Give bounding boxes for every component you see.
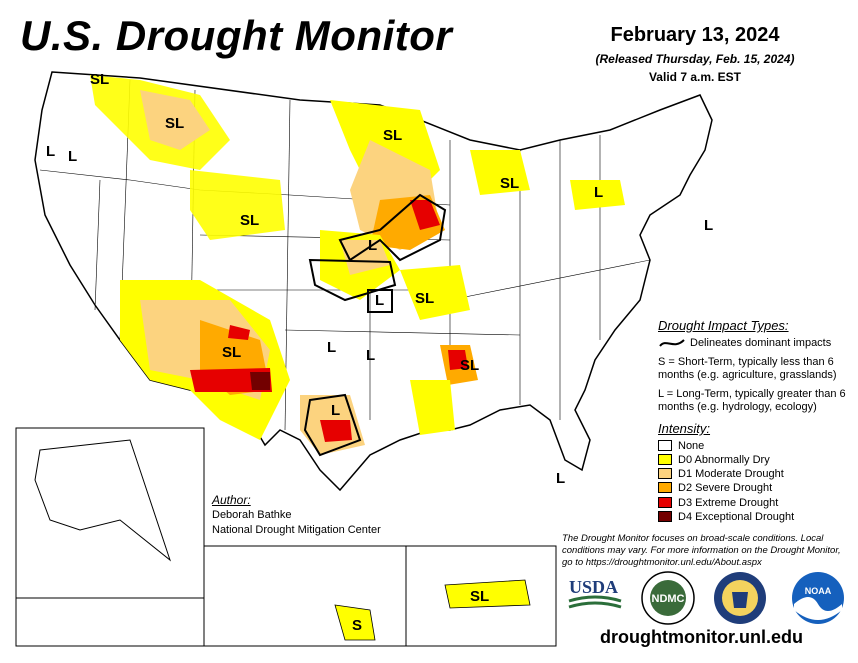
alaska-outline: [34, 439, 172, 562]
map-label-sl: SL: [383, 127, 402, 144]
map-label-l: L: [594, 184, 603, 201]
map-label-sl: SL: [415, 290, 434, 307]
big-island: [334, 604, 376, 641]
map-label-l: L: [366, 347, 375, 364]
aleutian-inset: [15, 597, 205, 647]
map-label-l: L: [556, 470, 565, 487]
swatch-d1: [658, 468, 672, 479]
impact-outlines: [303, 193, 447, 457]
legend-d4: D4 Exceptional Drought: [658, 510, 794, 523]
legend-d3: D3 Extreme Drought: [658, 496, 778, 509]
swatch-none: [658, 440, 672, 451]
impact-short-term: S = Short-Term, typically less than 6 mo…: [658, 356, 837, 381]
usda-logo: USDA: [568, 577, 622, 609]
commerce-logo: [714, 572, 766, 624]
svg-text:NOAA: NOAA: [805, 586, 832, 596]
puerto-rico-outline: [444, 579, 531, 609]
author-org: National Drought Mitigation Center: [212, 524, 381, 536]
map-label-s: S: [352, 617, 362, 634]
disclaimer-text: The Drought Monitor focuses on broad-sca…: [562, 533, 841, 568]
swatch-d2: [658, 482, 672, 493]
impact-delineates: Delineates dominant impacts: [690, 337, 832, 349]
map-label-sl: SL: [500, 175, 519, 192]
map-label-l: L: [46, 143, 55, 160]
svg-text:USDA: USDA: [569, 577, 618, 597]
map-label-l: L: [368, 237, 377, 254]
drought-map: SL SL SL SL SL SL SL SL SL L L L L L L L…: [15, 71, 713, 647]
map-label-sl: SL: [90, 71, 109, 88]
author-title: Author:: [212, 493, 251, 507]
map-label-l: L: [704, 217, 713, 234]
swatch-d4: [658, 511, 672, 522]
legend-d1: D1 Moderate Drought: [658, 467, 784, 480]
swatch-d0: [658, 454, 672, 465]
hawaii-inset: [203, 545, 407, 647]
valid-time: Valid 7 a.m. EST: [648, 70, 742, 84]
impact-long-term: L = Long-Term, typically greater than 6 …: [658, 388, 846, 413]
legend-d0: D0 Abnormally Dry: [658, 453, 770, 466]
swatch-d3: [658, 497, 672, 508]
svg-text:NDMC: NDMC: [652, 593, 685, 605]
legend-none: None: [658, 439, 704, 452]
map-labels: SL SL SL SL SL SL SL SL SL L L L L L L L…: [46, 71, 713, 634]
map-label-sl: SL: [240, 212, 259, 229]
map-label-sl: SL: [470, 588, 489, 605]
map-date: February 13, 2024: [610, 24, 780, 46]
website-url[interactable]: droughtmonitor.unl.edu: [600, 627, 803, 647]
impact-line-icon: [659, 339, 685, 347]
map-title: U.S. Drought Monitor: [20, 12, 453, 59]
release-date: (Released Thursday, Feb. 15, 2024): [595, 52, 795, 66]
map-label-sl: SL: [165, 115, 184, 132]
noaa-logo: NOAA: [792, 572, 844, 624]
map-label-l: L: [327, 339, 336, 356]
map-label-l: L: [375, 292, 384, 309]
map-label-l: L: [68, 148, 77, 165]
ndmc-logo: NDMC: [641, 571, 695, 625]
intensity-title: Intensity:: [658, 421, 711, 436]
legend-d2: D2 Severe Drought: [658, 481, 772, 494]
author-name: Deborah Bathke: [212, 509, 292, 521]
map-label-sl: SL: [222, 344, 241, 361]
drought-areas: [90, 75, 625, 455]
map-label-sl: SL: [460, 357, 479, 374]
map-label-l: L: [331, 402, 340, 419]
impact-types-title: Drought Impact Types:: [658, 318, 789, 333]
